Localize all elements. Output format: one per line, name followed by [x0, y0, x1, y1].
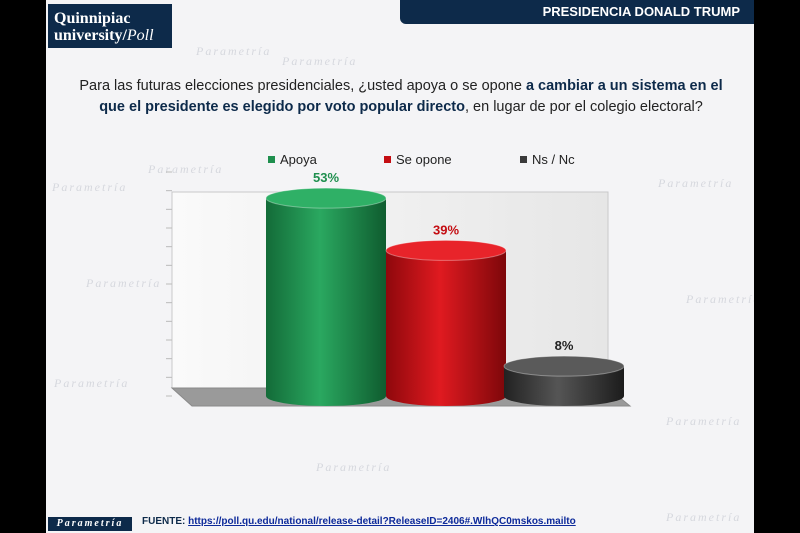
data-label: 39% [433, 222, 459, 237]
source-link[interactable]: https://poll.qu.edu/national/release-det… [188, 516, 576, 527]
watermark-text: Parametría [54, 376, 130, 390]
legend-item-se-opone: Se opone [384, 152, 452, 167]
y-axis-ticks [166, 171, 172, 397]
bar-top [503, 355, 625, 377]
data-label: 53% [313, 170, 339, 185]
legend-swatch [384, 156, 391, 163]
legend-item-apoya: Apoya [268, 152, 317, 167]
bar-top [265, 187, 387, 209]
bar-chart: 53% 39% 8% [166, 170, 632, 407]
legend-swatch [268, 156, 275, 163]
section-title-bar: PRESIDENCIA DONALD TRUMP [400, 0, 754, 24]
source-label: FUENTE: [142, 516, 189, 527]
logo-poll: Poll [126, 27, 154, 44]
bar-top [385, 239, 507, 261]
parametria-logo: Parametría [48, 517, 132, 531]
watermark-text: Parametría [686, 292, 754, 306]
bar-body [386, 250, 506, 406]
legend-label: Apoya [280, 152, 317, 167]
bar-1 [265, 187, 387, 406]
slide: Parametría Parametría Parametría Paramet… [46, 0, 754, 533]
watermark-text: Parametría [86, 276, 162, 290]
legend-item-ns-nc: Ns / Nc [520, 152, 575, 167]
bars-group: 53% 39% 8% [265, 170, 625, 406]
data-label: 8% [555, 338, 574, 353]
bar-2 [385, 239, 507, 406]
watermark-text: Parametría [196, 44, 272, 58]
watermark-text: Parametría [316, 460, 392, 474]
legend-label: Se opone [396, 152, 452, 167]
chart-legend: Apoya Se opone Ns / Nc [46, 152, 754, 170]
bar-body [504, 366, 624, 406]
question-bold: a cambiar a un sistema en el que el pres… [99, 78, 723, 115]
quinnipiac-logo: Quinnipiac university/Poll [48, 4, 172, 48]
logo-line2: university [54, 27, 123, 44]
legend-swatch [520, 156, 527, 163]
bar-3 [503, 355, 625, 406]
watermark-text: Parametría [666, 510, 742, 524]
question-part2: , en lugar de por el colegio electoral? [465, 99, 703, 115]
logo-line1: Quinnipiac [54, 10, 131, 27]
survey-question: Para las futuras elecciones presidencial… [76, 76, 726, 118]
watermark-text: Parametría [658, 176, 734, 190]
watermark-text: Parametría [52, 180, 128, 194]
footer: Parametría FUENTE: https://poll.qu.edu/n… [46, 512, 754, 533]
watermark-text: Parametría [666, 414, 742, 428]
bar-body [266, 198, 386, 406]
watermark-text: Parametría [282, 54, 358, 68]
legend-label: Ns / Nc [532, 152, 575, 167]
source-citation: FUENTE: https://poll.qu.edu/national/rel… [142, 516, 576, 527]
question-part1: Para las futuras elecciones presidencial… [79, 78, 526, 94]
